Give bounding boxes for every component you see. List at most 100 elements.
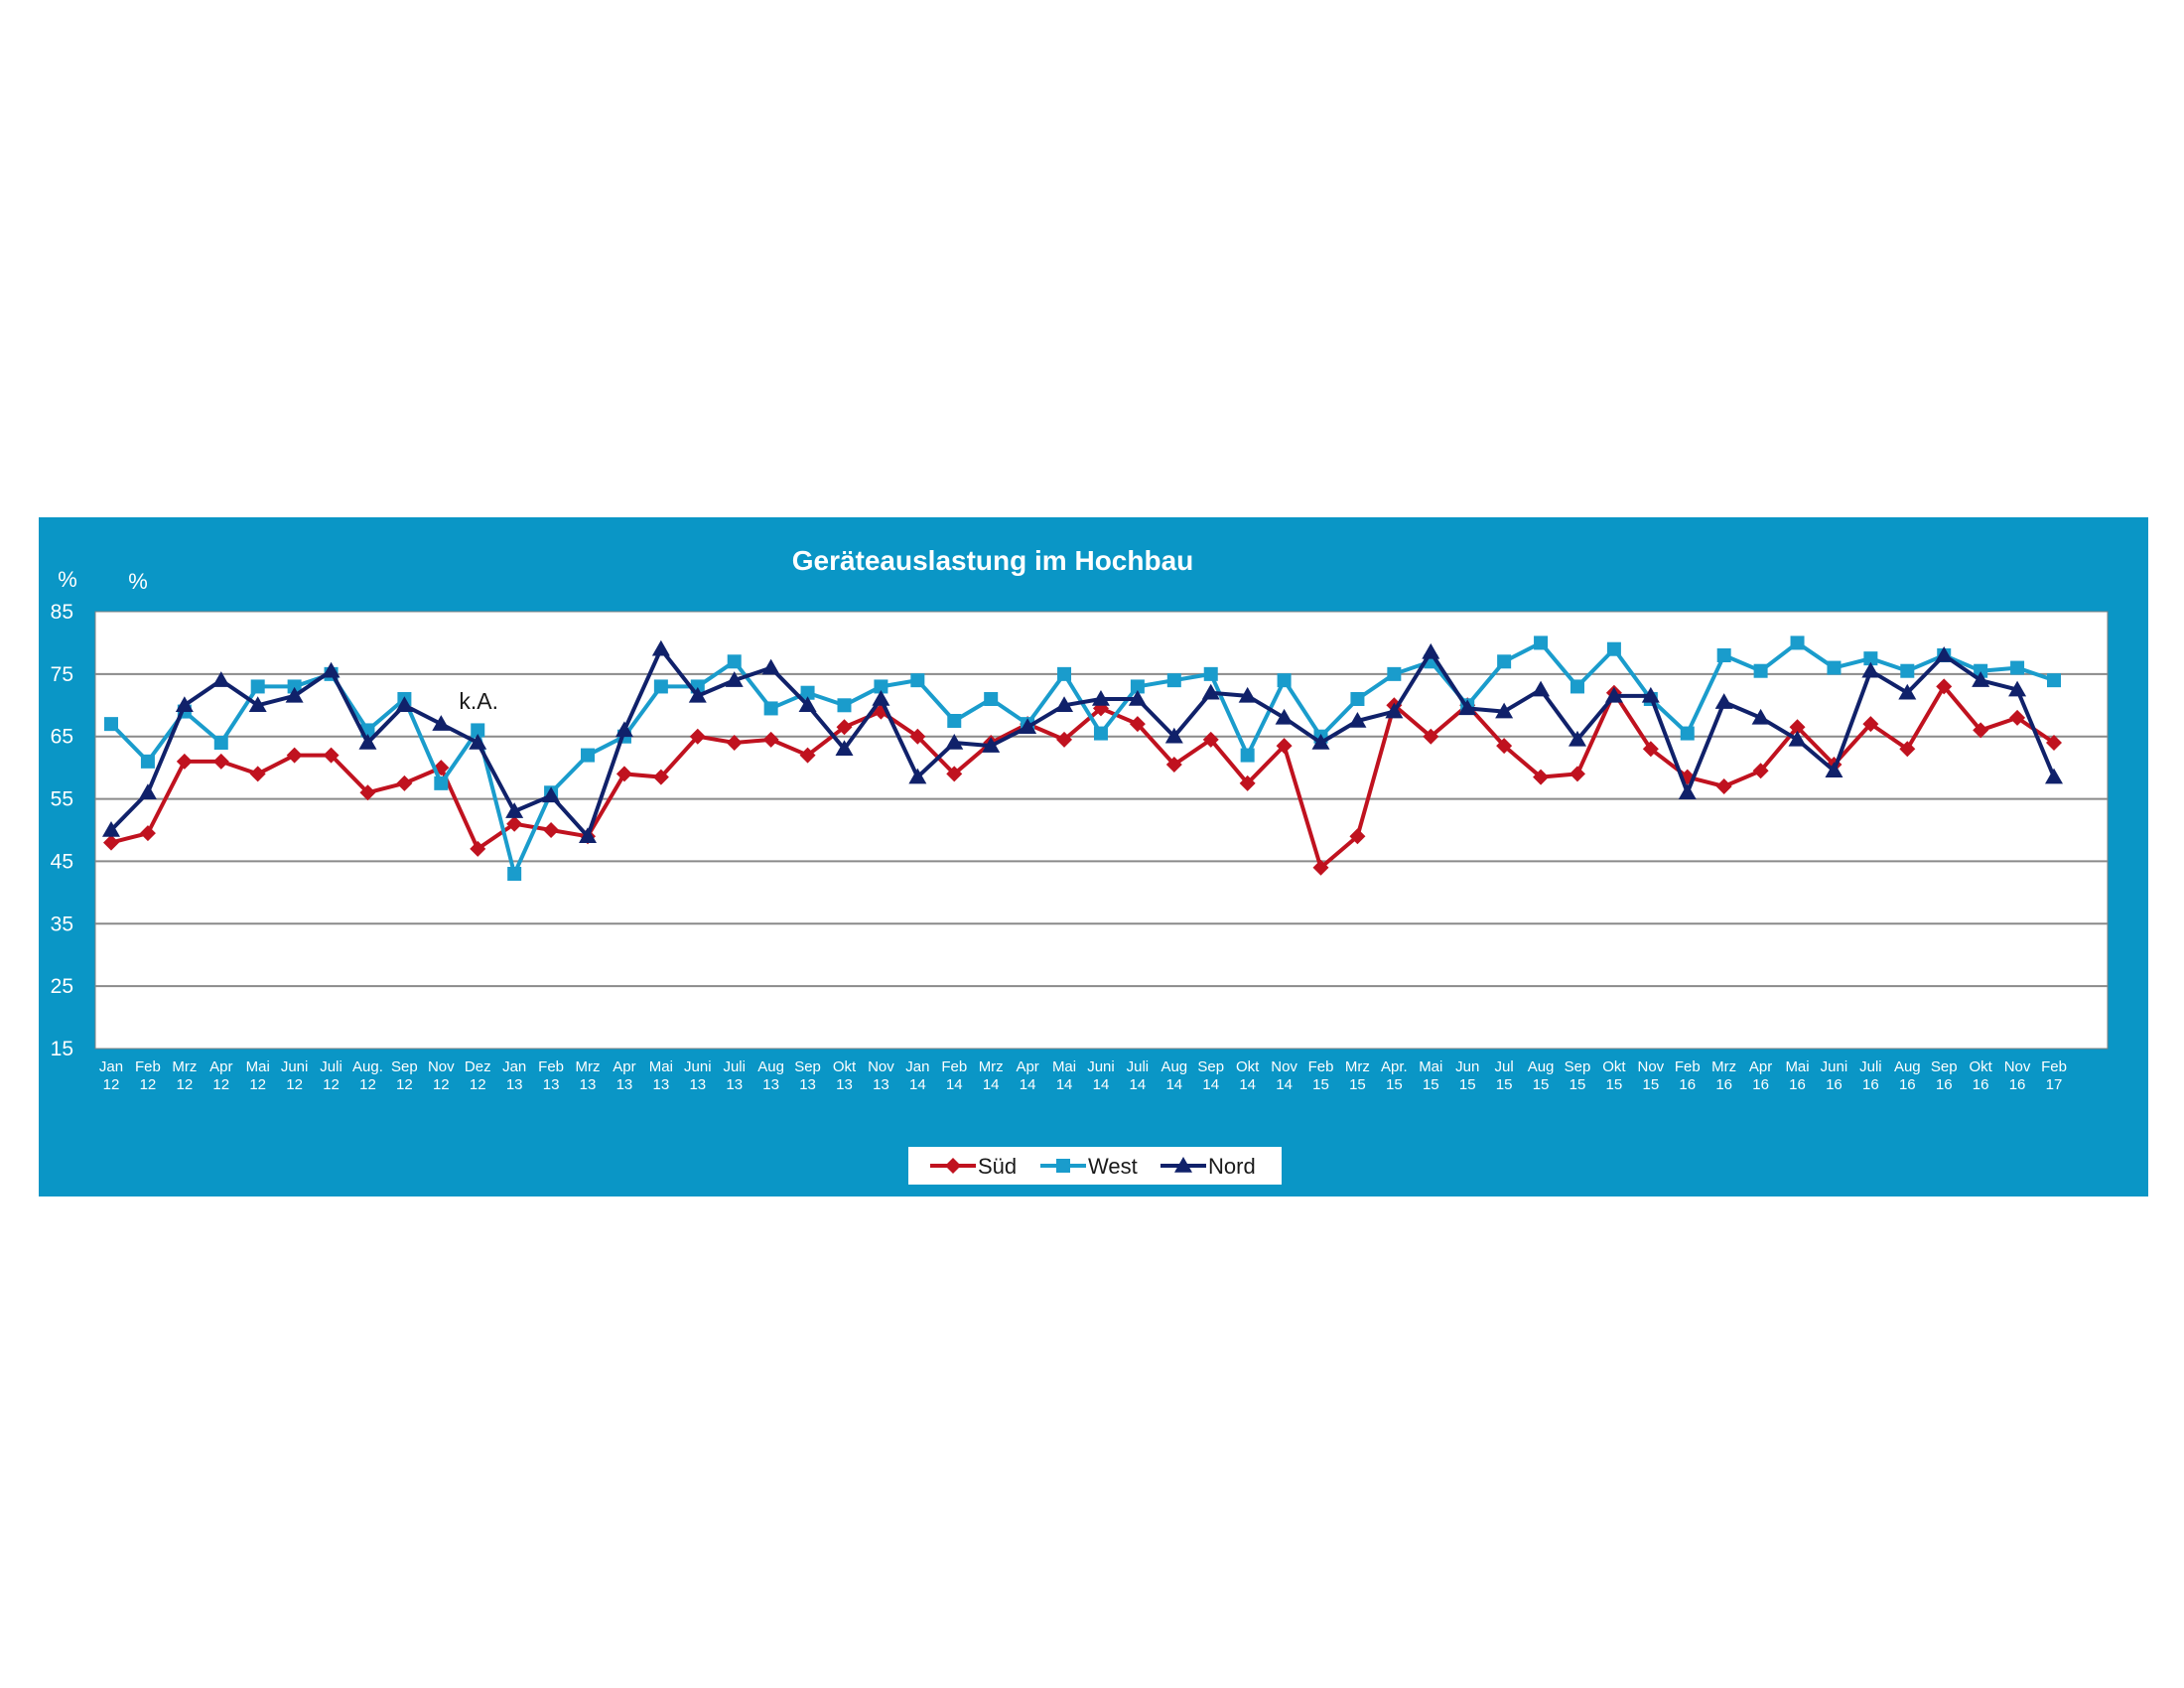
x-tick-month: Jan — [99, 1058, 123, 1075]
x-tick-year: 15 — [1642, 1076, 1659, 1093]
data-point-sued — [1239, 774, 1256, 791]
y-unit-label: % — [58, 567, 77, 592]
data-point-west — [947, 714, 962, 728]
x-tick-month: Mai — [1419, 1058, 1442, 1075]
y-tick-label: 45 — [51, 850, 73, 873]
data-point-west — [1093, 726, 1108, 741]
data-point-sued — [323, 747, 340, 764]
data-point-west — [287, 679, 302, 694]
x-tick-year: 13 — [762, 1076, 779, 1093]
x-tick-month: Mrz — [1711, 1058, 1736, 1075]
data-point-sued — [1789, 719, 1806, 736]
x-tick-month: Apr — [1016, 1058, 1038, 1075]
data-point-west — [1716, 648, 1731, 662]
data-point-west — [250, 679, 265, 694]
data-point-nord — [1164, 727, 1183, 744]
data-point-west — [1277, 673, 1292, 688]
x-tick-month: Feb — [941, 1058, 967, 1075]
x-tick-year: 15 — [1423, 1076, 1439, 1093]
data-point-nord — [211, 671, 230, 687]
data-point-nord — [358, 734, 377, 750]
x-tick-year: 12 — [470, 1076, 486, 1093]
line-chart: Geräteauslastung im Hochbau % % 15 25 35 45… — [51, 545, 2109, 1185]
x-tick-year: 13 — [580, 1076, 597, 1093]
x-tick-month: Mai — [1052, 1058, 1076, 1075]
x-tick-year: 16 — [1936, 1076, 1953, 1093]
data-point-nord — [1678, 783, 1697, 800]
data-point-sued — [2046, 735, 2062, 751]
x-tick-year: 14 — [1165, 1076, 1182, 1093]
data-point-nord — [395, 696, 414, 713]
data-point-sued — [286, 747, 303, 764]
x-tick-year: 16 — [2009, 1076, 2026, 1093]
data-point-west — [800, 685, 815, 700]
data-point-nord — [1201, 683, 1220, 700]
data-point-sued — [103, 834, 119, 851]
legend-marker-west — [1056, 1159, 1070, 1173]
data-point-nord — [835, 740, 854, 757]
x-tick-year: 16 — [1862, 1076, 1879, 1093]
data-point-west — [1240, 748, 1255, 763]
data-point-west — [581, 748, 596, 763]
data-point-west — [1130, 679, 1145, 694]
x-tick-month: Mrz — [1345, 1058, 1370, 1075]
x-tick-month: Aug — [757, 1058, 784, 1075]
x-tick-year: 15 — [1533, 1076, 1550, 1093]
x-tick-year: 15 — [1386, 1076, 1403, 1093]
x-tick-year: 14 — [1130, 1076, 1147, 1093]
data-point-west — [1863, 651, 1878, 666]
data-point-sued — [689, 728, 706, 745]
data-point-sued — [1752, 763, 1769, 779]
x-tick-year: 12 — [177, 1076, 194, 1093]
data-point-sued — [615, 766, 632, 782]
data-point-west — [471, 723, 485, 738]
data-point-nord — [469, 734, 487, 750]
x-tick-month: Sep — [1931, 1058, 1958, 1075]
x-tick-year: 12 — [359, 1076, 376, 1093]
data-point-west — [1974, 663, 1988, 678]
y-tick-label: 85 — [51, 601, 73, 624]
data-point-nord — [1972, 671, 1990, 687]
data-point-sued — [1973, 722, 1989, 739]
data-point-west — [1534, 635, 1549, 650]
x-tick-year: 12 — [103, 1076, 120, 1093]
data-point-west — [1387, 666, 1402, 681]
data-point-west — [1790, 635, 1805, 650]
data-point-sued — [836, 719, 853, 736]
data-point-sued — [249, 766, 266, 782]
data-point-nord — [1385, 702, 1404, 719]
x-tick-month: Sep — [1565, 1058, 1591, 1075]
data-point-nord — [1055, 696, 1074, 713]
x-tick-year: 12 — [323, 1076, 340, 1093]
x-tick-year: 14 — [983, 1076, 1000, 1093]
data-point-sued — [909, 728, 926, 745]
data-point-sued — [799, 747, 816, 764]
legend-marker-sued — [945, 1158, 961, 1174]
x-tick-year: 14 — [1202, 1076, 1219, 1093]
data-point-west — [213, 736, 228, 750]
data-point-west — [874, 679, 888, 694]
data-point-nord — [138, 783, 157, 800]
x-tick-year: 12 — [396, 1076, 413, 1093]
x-tick-year: 13 — [653, 1076, 670, 1093]
data-point-nord — [175, 696, 194, 713]
data-point-sued — [506, 815, 523, 832]
x-tick-year: 12 — [140, 1076, 157, 1093]
data-point-sued — [873, 703, 889, 720]
data-point-nord — [1935, 646, 1954, 662]
x-tick-month: Juli — [723, 1058, 746, 1075]
data-point-nord — [1348, 712, 1367, 728]
data-point-west — [837, 698, 852, 713]
data-point-west — [984, 692, 999, 706]
data-point-nord — [322, 661, 341, 678]
data-point-nord — [1311, 734, 1330, 750]
chart-panel: Geräteauslastung im Hochbau % % 15 25 35 45… — [39, 517, 2148, 1196]
chart-title: Geräteauslastung im Hochbau — [792, 545, 1194, 576]
data-point-sued — [212, 753, 229, 770]
data-point-nord — [761, 658, 780, 675]
data-point-nord — [614, 721, 633, 738]
x-tick-month: Juni — [1821, 1058, 1848, 1075]
data-point-nord — [1861, 661, 1880, 678]
data-point-sued — [176, 753, 193, 770]
data-point-nord — [651, 639, 670, 656]
